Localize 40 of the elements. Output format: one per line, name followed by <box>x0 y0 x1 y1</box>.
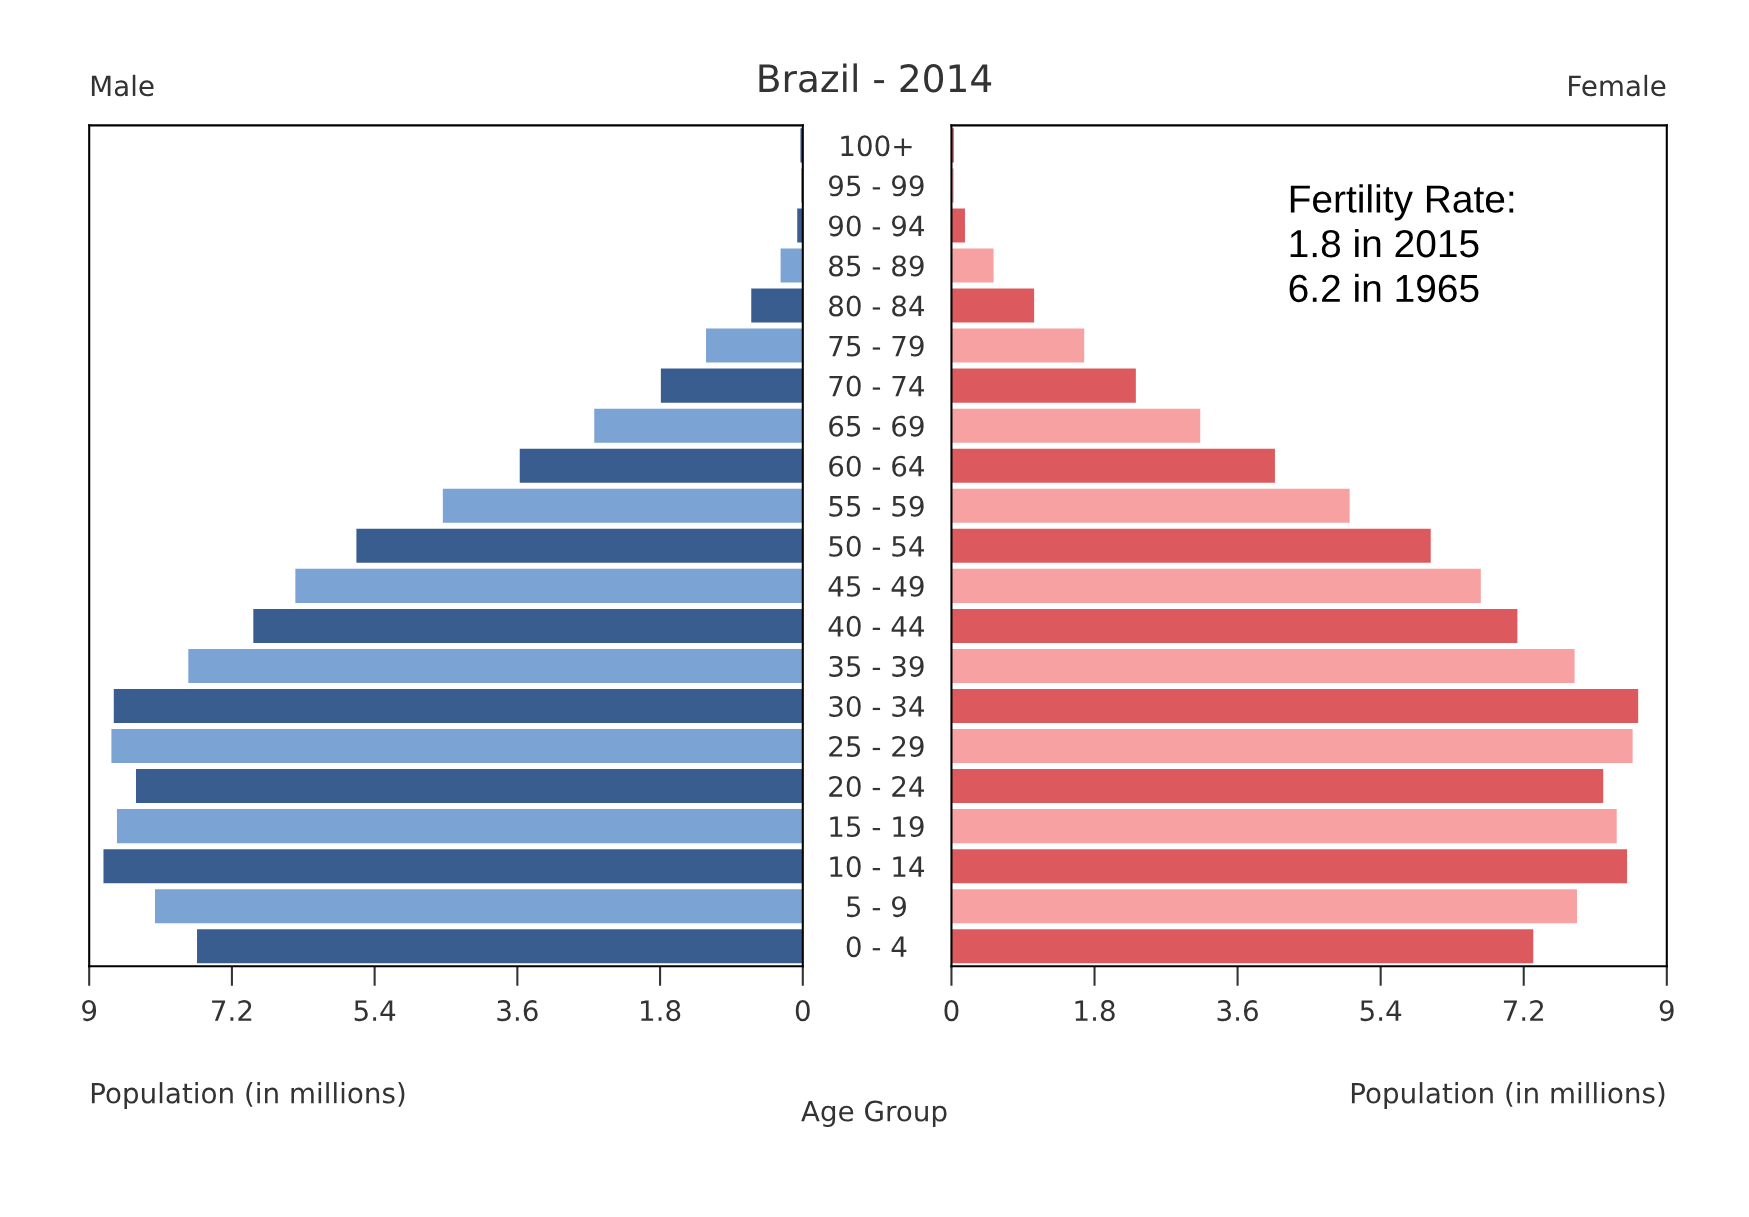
annotation: Fertility Rate: 1.8 in 2015 6.2 in 1965 <box>1289 184 1514 303</box>
x-tick-label: 1.8 <box>1075 1000 1115 1022</box>
chart-subtitle: Male <box>91 74 154 97</box>
text: Age Group <box>801 1100 947 1127</box>
y-tick-label: 70 - 74 <box>829 375 925 397</box>
y-tick-label: 25 - 29 <box>829 735 924 757</box>
y-tick-label: 35 - 39 <box>829 655 924 677</box>
y-tick-label: 55 - 59 <box>829 495 924 517</box>
y-tick-label: 40 - 44 <box>828 615 925 637</box>
y-tick-label: 75 - 79 <box>829 335 924 357</box>
x-tick-label: 3.6 <box>1217 1000 1258 1022</box>
x-tick-label: 7.2 <box>1503 1000 1544 1021</box>
y-tick-label: 95 - 99 <box>828 175 924 197</box>
y-tick-label: 20 - 24 <box>829 776 925 798</box>
x-tick-label: 9 <box>82 1000 97 1022</box>
chart-title: Brazil - 2014 <box>759 63 992 93</box>
y-tick-label: 10 - 14 <box>830 856 925 878</box>
y-tick-label: 50 - 54 <box>829 535 925 557</box>
x-tick-label: 3.6 <box>497 1000 538 1022</box>
x-tick-label: 1.8 <box>641 1000 681 1022</box>
y-tick-label: 60 - 64 <box>829 455 925 477</box>
y-tick-label: 65 - 69 <box>829 415 924 437</box>
y-tick-label: 85 - 89 <box>829 255 924 277</box>
x-tick-label: 0 <box>795 1000 810 1022</box>
y-tick-label: 90 - 94 <box>828 215 925 237</box>
x-tick-label: 5.4 <box>1360 1000 1402 1022</box>
y-tick-label: 0 - 4 <box>846 936 907 958</box>
x-axis-title: Population (in millions) <box>1351 1082 1665 1109</box>
x-tick-label: 5.4 <box>354 1000 396 1022</box>
x-tick-label: 9 <box>1659 1000 1674 1022</box>
chart-subtitle: Female <box>1569 74 1666 97</box>
y-tick-label: 80 - 84 <box>829 295 925 317</box>
x-tick-label: 0 <box>944 1000 959 1022</box>
y-tick-label: 5 - 9 <box>847 896 906 918</box>
x-tick-label: 7.2 <box>212 1000 252 1021</box>
y-tick-label: 100+ <box>841 135 912 157</box>
y-tick-label: 15 - 19 <box>830 816 924 838</box>
y-tick-label: 30 - 34 <box>829 695 925 717</box>
y-tick-label: 45 - 49 <box>828 575 924 597</box>
x-axis-title: Population (in millions) <box>91 1082 405 1109</box>
